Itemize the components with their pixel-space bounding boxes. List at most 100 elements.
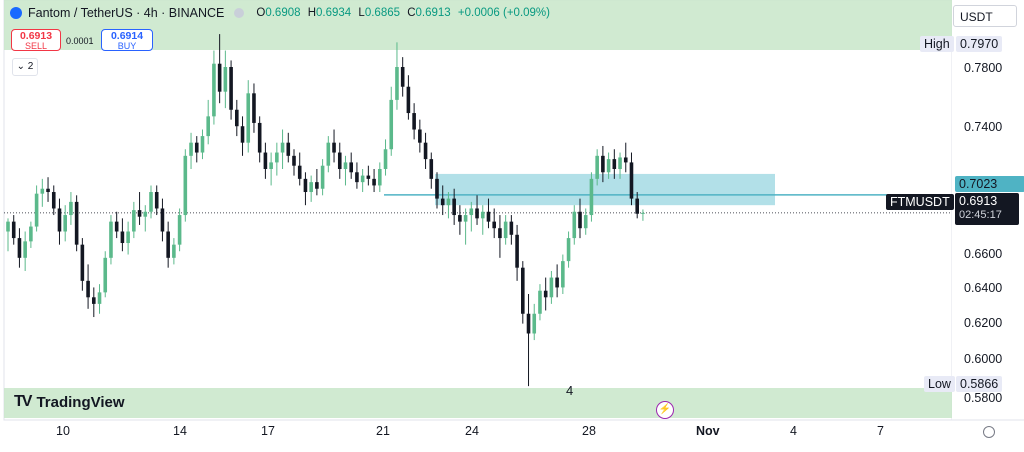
candle-body xyxy=(498,228,502,239)
candle-body xyxy=(389,99,394,150)
candle-body xyxy=(57,208,62,232)
candle-body xyxy=(246,93,251,143)
countdown: 02:45:17 xyxy=(959,209,1002,221)
sell-button[interactable]: 0.6913 SELL xyxy=(11,29,61,51)
candle-body xyxy=(583,215,588,229)
candle-body xyxy=(429,159,434,179)
candle-body xyxy=(172,244,176,258)
fantom-logo-icon xyxy=(10,7,22,19)
candle-body xyxy=(561,261,565,288)
candle-body xyxy=(343,162,348,169)
candle-body xyxy=(29,226,33,242)
buy-button[interactable]: 0.6914 BUY xyxy=(101,29,153,51)
candle-body xyxy=(515,234,519,268)
candle-body xyxy=(486,211,491,222)
candle-body xyxy=(40,188,45,194)
candle-body xyxy=(263,152,268,169)
candle-body xyxy=(292,155,296,166)
symbol-tag: FTMUSDT xyxy=(886,194,954,210)
candle-body xyxy=(521,267,525,314)
candle-body xyxy=(326,142,331,166)
candle-body xyxy=(183,155,188,216)
candle-body xyxy=(177,215,182,245)
top-highlight-band xyxy=(4,0,952,50)
candle-body xyxy=(86,280,90,298)
indicators-collapse-button[interactable]: ⌄ 2 xyxy=(12,58,38,76)
tradingview-logo[interactable]: TV TradingView xyxy=(14,393,125,411)
currency-select[interactable]: USDT xyxy=(953,5,1017,27)
supply-zone[interactable] xyxy=(435,173,775,206)
candle-body xyxy=(23,241,27,258)
candle-body xyxy=(623,157,628,163)
candle-body xyxy=(355,172,359,183)
candle-body xyxy=(629,162,634,199)
ohlc-values: O0.6908 H0.6934 L0.6865 C0.6913 +0.0006 … xyxy=(256,7,550,19)
time-tick: 7 xyxy=(877,424,884,438)
candle-body xyxy=(286,142,291,156)
candle-body xyxy=(503,221,508,239)
low-value: 0.5866 xyxy=(956,376,1003,392)
candle-body xyxy=(418,129,422,143)
candle-body xyxy=(549,277,554,298)
time-tick: Nov xyxy=(696,424,720,438)
candle-body xyxy=(120,231,125,244)
tradingview-mark-icon: TV xyxy=(14,393,33,410)
candle-body xyxy=(412,113,416,130)
candle-body xyxy=(566,238,571,262)
candle-body xyxy=(132,210,136,232)
candle-body xyxy=(480,211,485,219)
line-price-label: 0.7023 xyxy=(955,176,1024,192)
candle-body xyxy=(572,211,577,239)
candle-body xyxy=(235,109,239,127)
candle-body xyxy=(578,211,582,229)
eye-icon[interactable] xyxy=(234,8,245,18)
time-tick: 28 xyxy=(582,424,596,438)
price-tick: 0.7400 xyxy=(964,120,1003,134)
candle-body xyxy=(641,212,645,214)
candle-body xyxy=(601,155,605,173)
candle-body xyxy=(400,67,405,87)
candle-body xyxy=(200,136,205,153)
candle-body xyxy=(17,238,22,258)
candle-body xyxy=(11,221,16,239)
candle-body xyxy=(97,292,102,304)
candle-body xyxy=(154,192,159,209)
candle-body xyxy=(303,178,308,193)
candle-body xyxy=(372,178,376,186)
candle-body xyxy=(217,63,222,92)
candle-body xyxy=(435,178,439,199)
candle-body xyxy=(269,162,273,169)
candle-body xyxy=(463,215,468,222)
candle-body xyxy=(469,208,474,216)
current-price-box: 0.6913 02:45:17 xyxy=(955,193,1019,225)
candles-layer xyxy=(6,34,645,387)
candle-body xyxy=(532,313,537,334)
settings-gear-icon[interactable] xyxy=(983,426,995,438)
candle-body xyxy=(229,67,233,110)
legend-title[interactable]: Fantom / TetherUS · 4h · BINANCE xyxy=(28,6,225,20)
lightning-icon[interactable]: ⚡ xyxy=(656,401,674,419)
candle-body xyxy=(280,142,285,153)
candle-body xyxy=(589,178,594,216)
candle-body xyxy=(166,231,170,258)
candle-body xyxy=(69,201,73,216)
time-tick: 17 xyxy=(261,424,275,438)
candle-body xyxy=(257,122,262,153)
candle-body xyxy=(320,165,325,189)
candle-body xyxy=(46,188,50,193)
candle-body xyxy=(406,86,411,114)
time-tick: 14 xyxy=(173,424,187,438)
candle-body xyxy=(395,67,399,100)
high-label: High xyxy=(920,36,954,52)
price-tick: 0.6400 xyxy=(964,281,1003,295)
candle-body xyxy=(555,277,559,288)
candle-body xyxy=(206,116,210,137)
candle-body xyxy=(80,244,85,281)
price-tick: 0.6600 xyxy=(964,247,1003,261)
candle-body xyxy=(509,221,514,235)
candle-body xyxy=(458,215,462,222)
candle-body xyxy=(526,313,531,334)
change-value: +0.0006 (+0.09%) xyxy=(457,7,550,19)
candle-body xyxy=(74,201,79,245)
